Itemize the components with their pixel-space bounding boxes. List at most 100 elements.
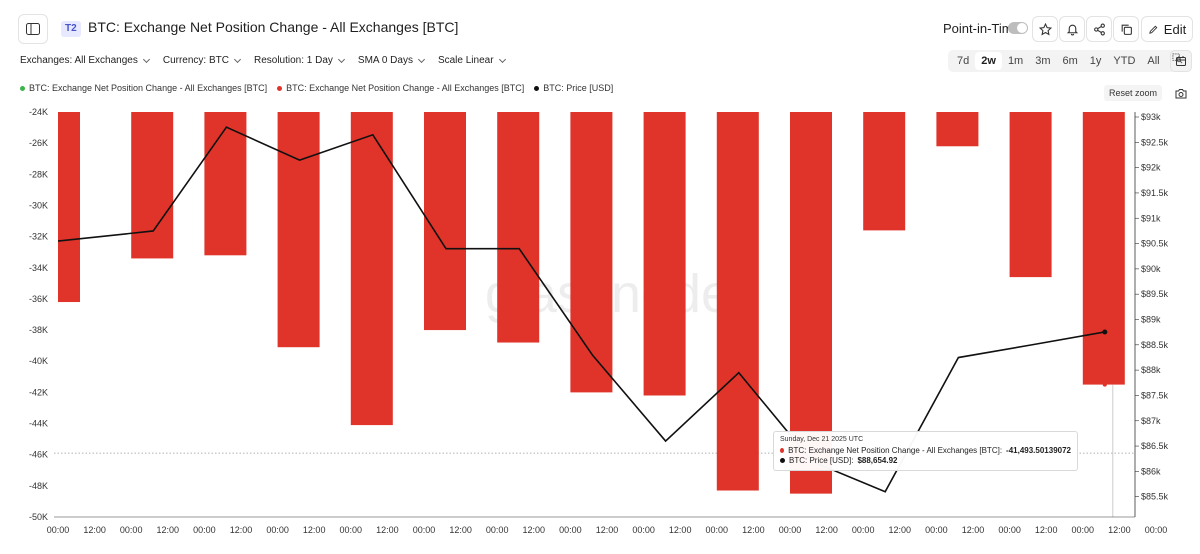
y-left-tick-label: -46K [29,450,48,460]
x-tick-label: 00:00 [632,525,655,535]
y-right-tick-label: $87.5k [1141,390,1169,400]
y-right-tick-label: $91.5k [1141,188,1169,198]
x-tick-label: 00:00 [1145,525,1168,535]
tooltip-dot [780,458,785,463]
chevron-down-icon [498,55,506,63]
range-ytd[interactable]: YTD [1113,55,1136,67]
chevron-down-icon [233,55,242,63]
sma-dropdown[interactable]: SMA 0 Days [358,55,425,66]
y-right-tick-label: $89.5k [1141,289,1169,299]
x-tick-label: 12:00 [449,525,472,535]
x-tick-label: 00:00 [852,525,875,535]
y-right-tick-label: $87k [1141,416,1161,426]
bar [204,112,247,256]
pencil-icon [1149,25,1158,34]
range-1m[interactable]: 1m [1007,55,1024,67]
bar-series [58,112,1125,494]
range-selector: 7d 2w 1m 3m 6m 1y YTD All [948,50,1192,72]
x-tick-label: 00:00 [340,525,363,535]
y-right-tick-label: $89k [1141,315,1161,325]
x-tick-label: 00:00 [559,525,582,535]
range-6m[interactable]: 6m [1062,55,1078,67]
x-tick-label: 00:00 [779,525,802,535]
legend-label: BTC: Exchange Net Position Change - All … [29,83,268,93]
x-tick-label: 00:00 [120,525,143,535]
range-2w[interactable]: 2w [975,52,1002,70]
alert-button[interactable] [1059,16,1085,42]
share-button[interactable] [1086,16,1112,42]
bar [424,112,466,331]
duplicate-button[interactable] [1113,16,1139,42]
sidebar-icon [26,23,40,35]
point-in-time-label: Point-in-Time [943,21,1020,36]
legend-item-netpos-green[interactable]: BTC: Exchange Net Position Change - All … [20,83,267,93]
chevron-down-icon [142,55,150,63]
range-7d[interactable]: 7d [957,55,970,67]
bar [1009,112,1052,278]
chevron-down-icon [337,55,345,63]
y-left-tick-label: -34K [29,263,48,273]
x-tick-label: 12:00 [1035,525,1058,535]
point-in-time-toggle[interactable] [1008,22,1028,34]
tooltip-series-value: -41,493.50139072 [1006,446,1071,455]
x-tick-label: 12:00 [83,525,106,535]
y-left-tick-label: -38K [29,325,48,335]
calendar-icon [1176,56,1186,66]
y-left-tick-label: -26K [29,138,48,148]
tooltip-series-label: BTC: Price [USD]: [789,456,854,465]
legend-label: BTC: Exchange Net Position Change - All … [286,83,525,93]
exchanges-dropdown-label: Exchanges: All Exchanges [20,55,138,66]
price-line [57,126,1105,493]
x-tick-label: 12:00 [523,525,546,535]
bar [790,112,832,494]
scale-dropdown[interactable]: Scale Linear [438,55,506,66]
y-left-tick-label: -28K [29,169,48,179]
calendar-button[interactable] [1170,50,1192,72]
range-all[interactable]: All [1147,55,1160,67]
currency-dropdown-label: Currency: BTC [162,55,229,66]
legend-item-netpos-red[interactable]: BTC: Exchange Net Position Change - All … [277,83,524,93]
resolution-dropdown-label: Resolution: 1 Day [253,55,333,66]
x-tick-label: 12:00 [596,525,619,535]
chart-area[interactable]: glassnode -24K-26K-28K-30K-32K-34K-36K-3… [0,104,1200,554]
screenshot-button[interactable] [1174,86,1188,100]
range-1y[interactable]: 1y [1089,55,1102,67]
filter-bar: Exchanges: All Exchanges Currency: BTC R… [20,55,519,66]
bar [643,112,686,396]
sidebar-toggle-button[interactable] [18,14,48,44]
tooltip-series-label: BTC: Exchange Net Position Change - All … [788,446,1003,455]
y-right-tick-label: $85.5k [1141,492,1169,502]
bar-marker [1102,382,1107,387]
legend-item-price[interactable]: BTC: Price [USD] [534,83,613,93]
y-right-tick-label: $92k [1141,163,1161,173]
y-left-tick-label: -32K [29,232,48,242]
favorite-button[interactable] [1032,16,1058,42]
x-tick-label: 12:00 [303,525,326,535]
tooltip-date: Sunday, Dec 21 2025 UTC [780,436,864,443]
y-right-tick-label: $90.5k [1141,239,1169,249]
bar [131,112,174,259]
edit-button[interactable]: Edit [1141,16,1193,42]
resolution-dropdown[interactable]: Resolution: 1 Day [253,55,345,66]
range-3m[interactable]: 3m [1035,55,1051,67]
bar [863,112,906,231]
y-right-tick-label: $90k [1141,264,1161,274]
bar [277,112,320,348]
x-tick-label: 12:00 [376,525,399,535]
tier-badge: T2 [61,21,81,37]
x-tick-label: 00:00 [706,525,729,535]
exchanges-dropdown[interactable]: Exchanges: All Exchanges [20,55,150,66]
x-tick-label: 00:00 [486,525,509,535]
tooltip-series-value: $88,654.92 [857,456,898,465]
bar [716,112,759,491]
y-right-tick-label: $92.5k [1141,137,1169,147]
y-axis-left: -24K -26K -28K -30K -32K -34K -36K -38K -40K -42K… [29,107,48,522]
reset-zoom-button[interactable]: Reset zoom [1104,85,1163,101]
x-tick-label: 00:00 [925,525,948,535]
y-left-tick-label: -40K [29,356,48,366]
tooltip: Sunday, Dec 21 2025 UTC BTC: Exchange Ne… [773,431,1078,471]
x-tick-label: 00:00 [193,525,216,535]
y-right-tick-label: $86k [1141,466,1161,476]
y-right-tick-label: $91k [1141,213,1161,223]
currency-dropdown[interactable]: Currency: BTC [162,55,242,66]
